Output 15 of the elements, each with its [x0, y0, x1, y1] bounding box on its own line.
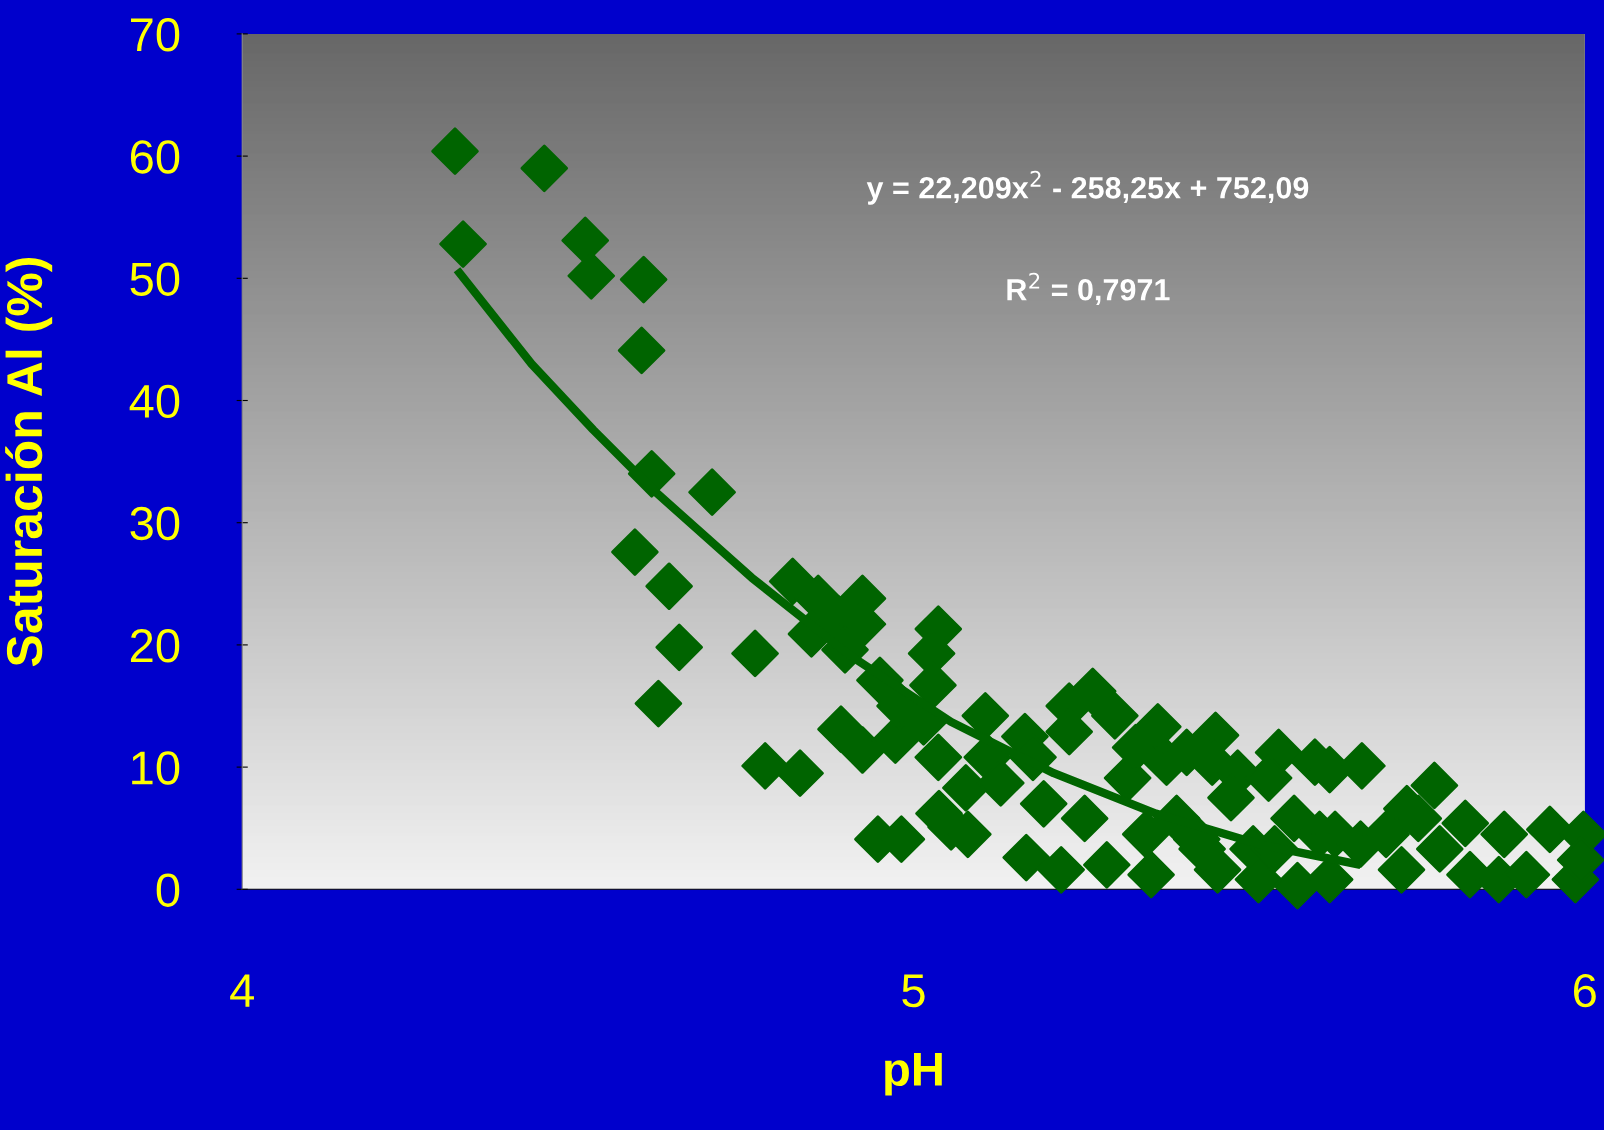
y-tick-label: 0: [156, 873, 180, 907]
y-tick-label: 40: [129, 384, 180, 419]
x-axis-title: pH: [885, 1053, 942, 1096]
x-tick-label: 6: [1574, 973, 1596, 1008]
y-tick-label: 10: [132, 751, 180, 785]
x-tick-label: 5: [902, 974, 925, 1008]
y-tick-label: 50: [130, 262, 180, 296]
x-tick-label: 4: [230, 974, 254, 1007]
y-tick-label: 70: [130, 18, 180, 52]
y-tick-label: 20: [130, 629, 180, 663]
y-axis-title: Saturación Al (%): [5, 258, 53, 667]
annotation: R$^{2}$ = 0,7971: [1007, 272, 1170, 306]
y-tick-label: 60: [130, 140, 180, 174]
y-tick-label: 30: [130, 506, 180, 541]
annotation: y = 22,209x$^{2}$ - 258,25x + 752,09: [866, 170, 1309, 205]
